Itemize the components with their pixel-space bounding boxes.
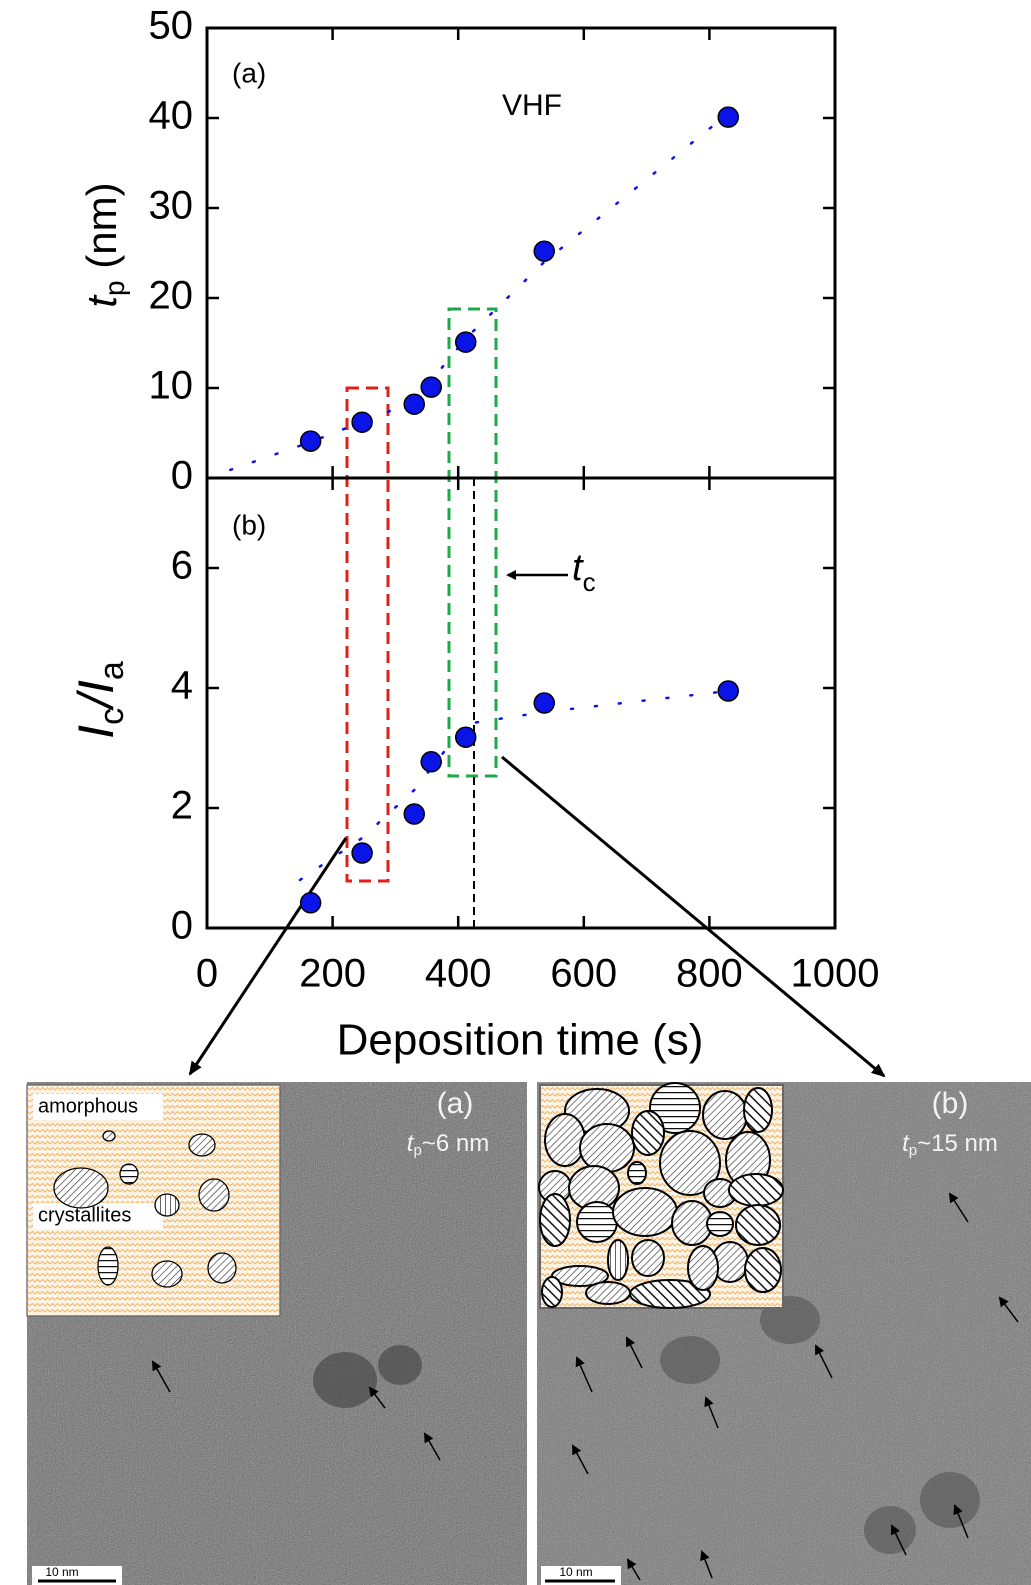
y-title-subscript: c [93, 708, 131, 725]
y-title-symbol: t [78, 294, 125, 308]
thickness-symbol: t [407, 1130, 415, 1157]
y-tick-label: 40 [149, 94, 194, 138]
y-tick-label: 0 [171, 454, 193, 498]
data-point [299, 892, 322, 914]
fit-line [228, 112, 730, 472]
data-point [420, 376, 442, 398]
inset-b [538, 1082, 784, 1309]
pointer-arrow [501, 755, 886, 1078]
pointer-arrow [188, 837, 348, 1076]
x-tick-label: 200 [299, 952, 366, 996]
y-axis-title: tp (nm) [78, 182, 130, 307]
tc-symbol: t [572, 547, 584, 589]
y-title-subscript: p [99, 280, 130, 296]
y-tick-label: 4 [171, 664, 193, 708]
image-label: (a) [437, 1087, 474, 1120]
data-point [299, 430, 322, 452]
y-title-unit: (nm) [78, 182, 125, 280]
data-point [533, 240, 555, 262]
data-point [717, 680, 739, 702]
data-point [454, 331, 477, 353]
y-axis-title: Ic/Ia [68, 661, 131, 739]
inset-a [26, 1084, 281, 1317]
data-point [717, 106, 739, 128]
y-tick-label: 50 [149, 4, 194, 48]
inset-label: amorphous [38, 1095, 138, 1117]
data-point [403, 393, 425, 415]
y-title-slash: /I [68, 680, 124, 711]
highlight-box [447, 307, 498, 778]
data-point [420, 751, 442, 773]
y-title-subscript: a [93, 661, 131, 680]
y-tick-label: 30 [149, 184, 194, 228]
panel-label: (a) [232, 57, 266, 88]
x-tick-label: 1000 [791, 952, 880, 996]
annotation: VHF [502, 89, 562, 122]
y-tick-label: 0 [171, 904, 193, 948]
y-tick-label: 10 [149, 364, 194, 408]
data-point [403, 803, 425, 825]
image-thickness: tp~15 nm [902, 1130, 998, 1159]
image-label: (b) [932, 1087, 969, 1120]
scale-label: 10 nm [559, 1565, 592, 1579]
scale-label: 10 nm [45, 1565, 78, 1579]
thickness-value: ~6 nm [422, 1130, 489, 1157]
y-title-symbol: I [68, 725, 124, 739]
tc-subscript: c [583, 567, 596, 597]
highlight-box [345, 386, 390, 883]
data-point [351, 411, 373, 433]
thickness-symbol: t [902, 1130, 910, 1157]
thickness-subscript: p [413, 1142, 421, 1159]
y-tick-label: 6 [171, 544, 193, 588]
data-point [351, 842, 373, 864]
panel-label: (b) [232, 509, 266, 540]
data-point [454, 726, 477, 748]
inset-label: crystallites [38, 1204, 131, 1226]
y-tick-label: 20 [149, 274, 194, 318]
x-tick-label: 400 [425, 952, 492, 996]
y-tick-label: 2 [171, 784, 193, 828]
x-tick-label: 800 [676, 952, 743, 996]
plot-frame [205, 476, 837, 930]
x-axis-title: Deposition time (s) [337, 1016, 704, 1065]
x-tick-label: 0 [196, 952, 218, 996]
tc-label: tc [572, 547, 596, 597]
thickness-subscript: p [909, 1142, 917, 1159]
thickness-value: ~15 nm [917, 1130, 998, 1157]
image-thickness: tp~6 nm [407, 1130, 489, 1159]
data-point [533, 692, 555, 714]
x-tick-label: 600 [550, 952, 617, 996]
